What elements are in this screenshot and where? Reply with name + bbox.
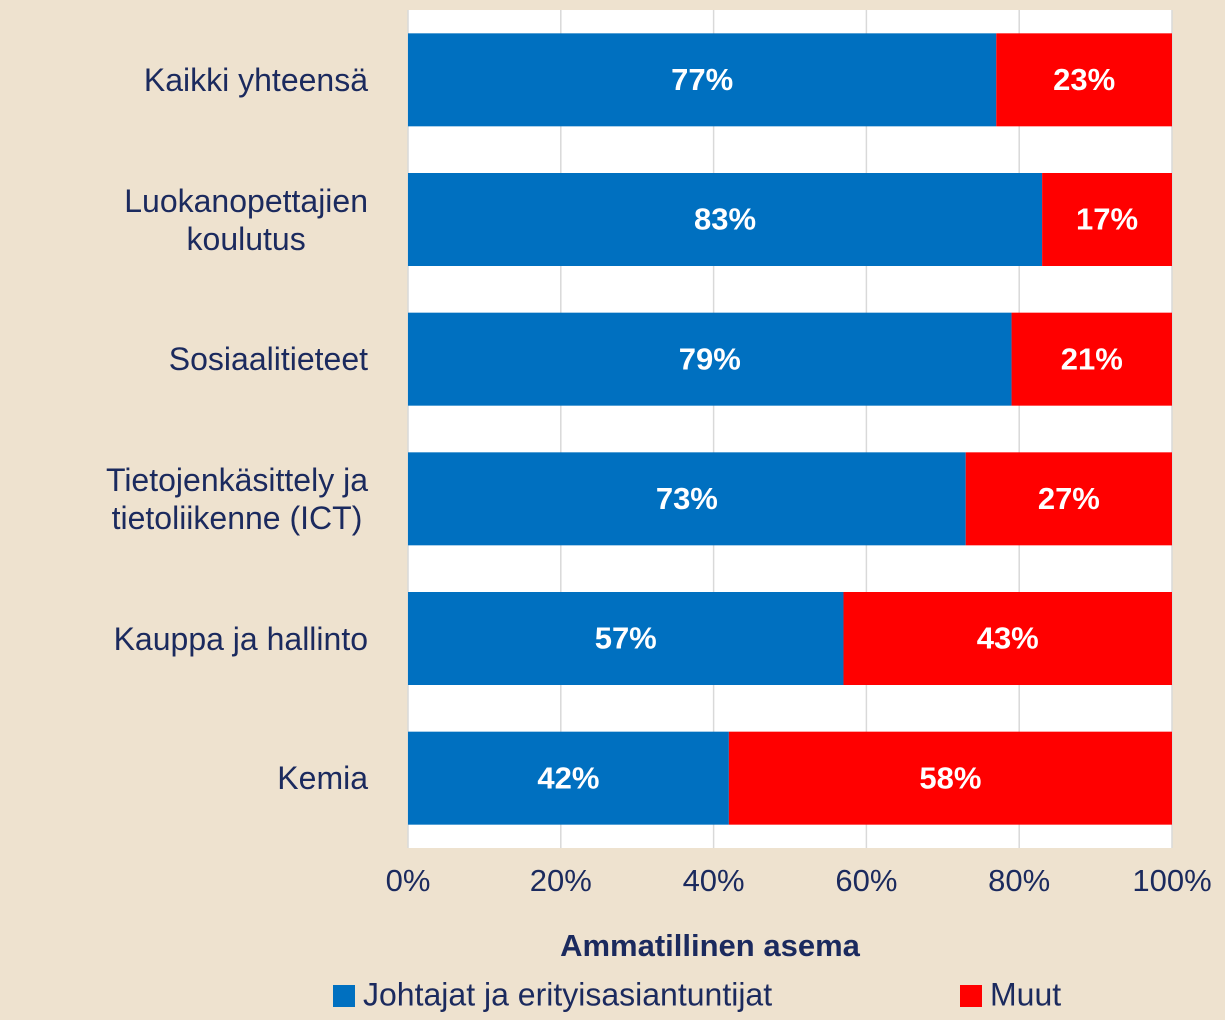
- x-axis-title: Ammatillinen asema: [560, 928, 861, 963]
- value-label: 23%: [1053, 62, 1115, 97]
- legend-label: Muut: [990, 976, 1061, 1012]
- y-tick-label: Sosiaalitieteet: [168, 341, 368, 378]
- y-tick-label: Tietojenkäsittely ja tietoliikenne (ICT): [105, 461, 368, 536]
- legend-label: Johtajat ja erityisasiantuntijat: [363, 976, 772, 1012]
- x-tick-label: 60%: [835, 863, 897, 898]
- bar-segment: [408, 452, 966, 546]
- x-tick-label: 100%: [1132, 863, 1211, 898]
- plot-area: [408, 10, 1172, 848]
- legend-swatch: [960, 985, 982, 1007]
- x-tick-label: 0%: [386, 863, 431, 898]
- bar-segment: [965, 452, 1172, 546]
- value-label: 79%: [679, 341, 741, 376]
- value-label: 73%: [656, 481, 718, 516]
- value-label: 58%: [919, 760, 981, 795]
- bar-segment: [728, 731, 1172, 825]
- value-label: 42%: [537, 760, 599, 795]
- value-label: 83%: [694, 202, 756, 237]
- bar-segment: [408, 312, 1012, 406]
- legend-swatch: [333, 985, 355, 1007]
- bar-segment: [1011, 312, 1172, 406]
- value-label: 21%: [1061, 341, 1123, 376]
- value-label: 27%: [1038, 481, 1100, 516]
- y-tick-label: Kaikki yhteensä: [143, 61, 368, 98]
- x-tick-label: 20%: [530, 863, 592, 898]
- y-tick-label: Luokanopettajien koulutus: [124, 182, 368, 257]
- bar-segment: [408, 173, 1043, 266]
- bar-segment: [996, 33, 1172, 127]
- bar-segment: [408, 592, 844, 685]
- x-tick-label: 40%: [683, 863, 745, 898]
- value-label: 77%: [671, 62, 733, 97]
- bar-segment: [408, 731, 729, 825]
- y-tick-label: Kauppa ja hallinto: [113, 620, 368, 657]
- y-tick-label: Kemia: [277, 760, 368, 797]
- value-label: 43%: [977, 621, 1039, 656]
- value-label: 17%: [1076, 202, 1138, 237]
- bar-segment: [843, 592, 1172, 685]
- x-tick-label: 80%: [988, 863, 1050, 898]
- bar-segment: [1042, 173, 1172, 266]
- bar-segment: [408, 33, 997, 127]
- value-label: 57%: [595, 621, 657, 656]
